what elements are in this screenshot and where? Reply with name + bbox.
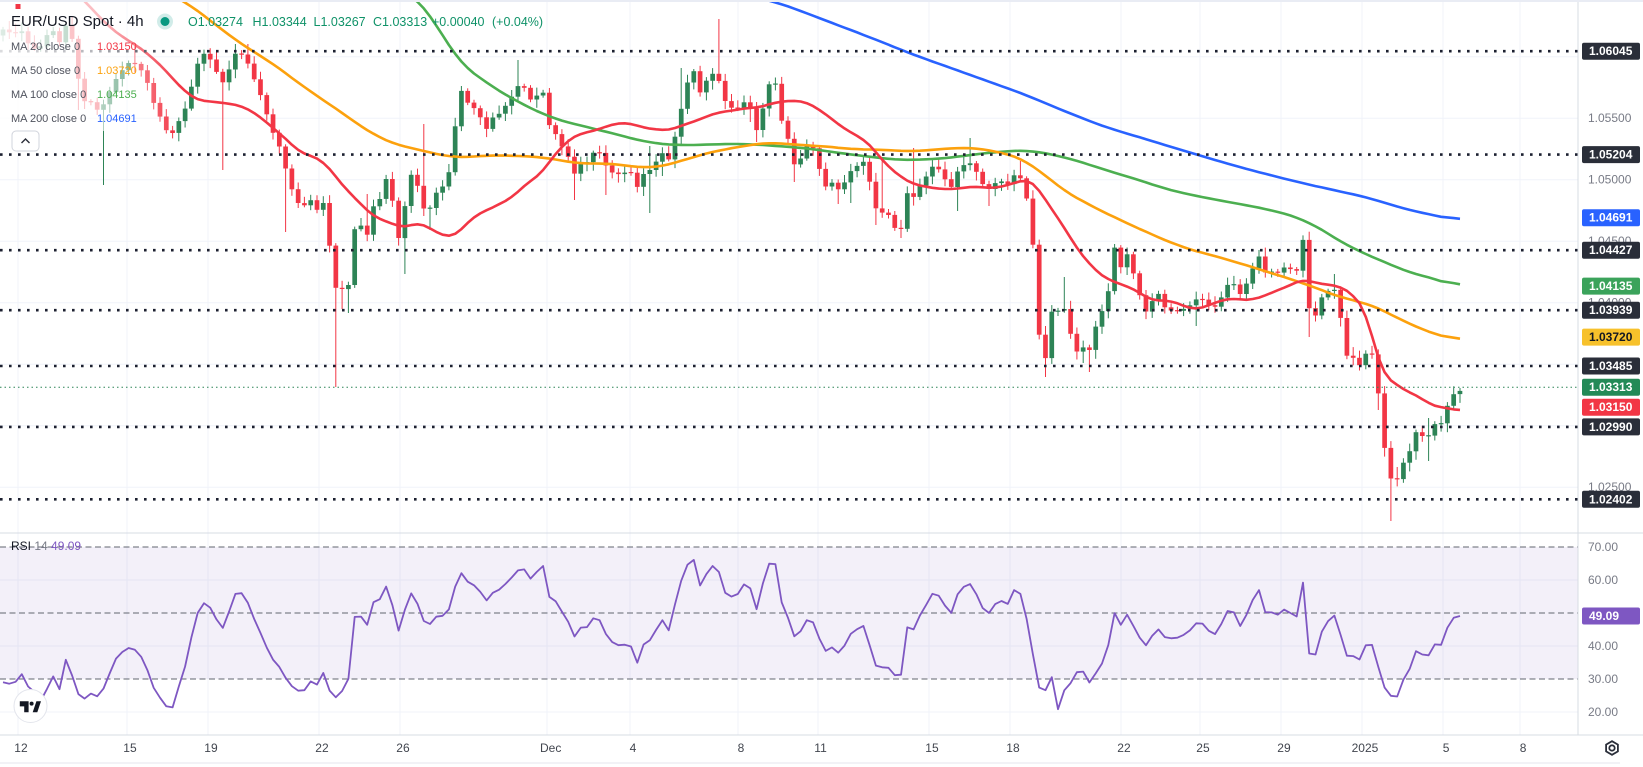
svg-text:MA 100 close 0: MA 100 close 0	[11, 89, 86, 101]
svg-text:MA 200 close 0: MA 200 close 0	[11, 113, 86, 125]
svg-text:1.04427: 1.04427	[1589, 243, 1633, 257]
svg-text:1.02402: 1.02402	[1589, 492, 1633, 506]
svg-text:15: 15	[925, 741, 939, 755]
svg-text:1.04135: 1.04135	[1589, 279, 1633, 293]
svg-text:40.00: 40.00	[1588, 639, 1618, 653]
svg-text:49.09: 49.09	[1589, 609, 1619, 623]
svg-text:29: 29	[1277, 741, 1291, 755]
svg-text:1.02500: 1.02500	[1588, 480, 1632, 494]
svg-text:1.03150: 1.03150	[97, 41, 137, 53]
svg-text:70.00: 70.00	[1588, 540, 1618, 554]
svg-text:1.05000: 1.05000	[1588, 173, 1632, 187]
svg-text:1.05500: 1.05500	[1588, 111, 1632, 125]
svg-text:2025: 2025	[1352, 741, 1379, 755]
svg-text:1.03939: 1.03939	[1589, 303, 1633, 317]
svg-text:4: 4	[630, 741, 637, 755]
svg-text:RSI 14 49.09: RSI 14 49.09	[11, 539, 81, 553]
svg-text:1.03313: 1.03313	[1589, 380, 1633, 394]
svg-text:60.00: 60.00	[1588, 573, 1618, 587]
svg-text:15: 15	[123, 741, 137, 755]
svg-text:8: 8	[1520, 741, 1527, 755]
svg-text:26: 26	[396, 741, 410, 755]
svg-text:1.03150: 1.03150	[1589, 400, 1633, 414]
svg-text:1.04691: 1.04691	[97, 113, 137, 125]
svg-text:1.03720: 1.03720	[97, 65, 137, 77]
svg-text:25: 25	[1196, 741, 1210, 755]
svg-text:1.05204: 1.05204	[1589, 148, 1633, 162]
svg-text:20.00: 20.00	[1588, 705, 1618, 719]
svg-text:18: 18	[1006, 741, 1020, 755]
svg-text:Dec: Dec	[540, 741, 561, 755]
svg-text:12: 12	[14, 741, 28, 755]
svg-text:1.04135: 1.04135	[97, 89, 137, 101]
svg-text:8: 8	[738, 741, 745, 755]
svg-text:1.03485: 1.03485	[1589, 359, 1633, 373]
svg-text:1.04691: 1.04691	[1589, 211, 1633, 225]
svg-text:MA 50 close 0: MA 50 close 0	[11, 65, 80, 77]
svg-text:EUR/USD Spot · 4h: EUR/USD Spot · 4h	[11, 13, 144, 30]
svg-text:1.02990: 1.02990	[1589, 420, 1633, 434]
svg-text:19: 19	[204, 741, 218, 755]
svg-text:22: 22	[315, 741, 329, 755]
svg-text:5: 5	[1443, 741, 1450, 755]
svg-text:30.00: 30.00	[1588, 672, 1618, 686]
svg-text:22: 22	[1117, 741, 1131, 755]
svg-text:1.03720: 1.03720	[1589, 330, 1633, 344]
svg-text:11: 11	[814, 741, 827, 755]
svg-text:MA 20 close 0: MA 20 close 0	[11, 41, 80, 53]
svg-text:1.06045: 1.06045	[1589, 44, 1633, 58]
